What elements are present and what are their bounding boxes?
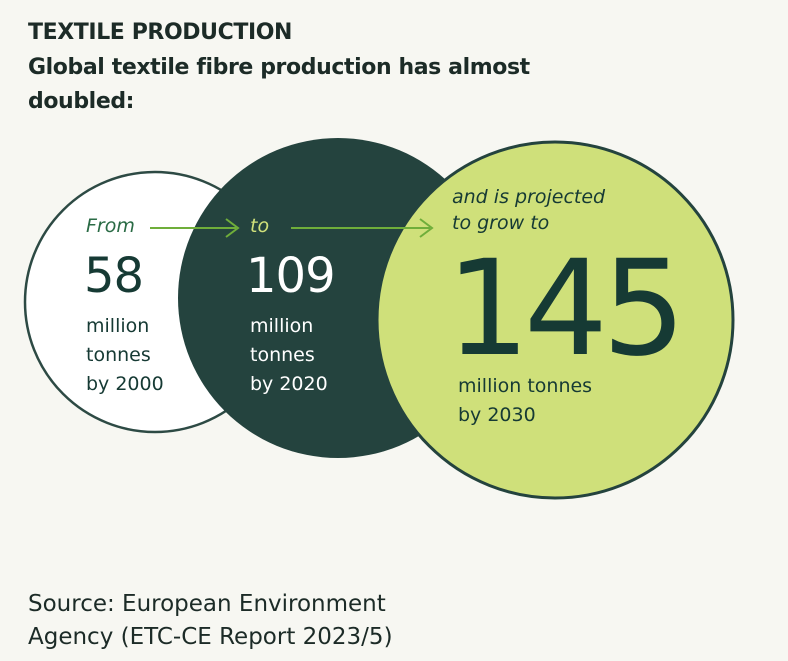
source-line: Agency (ETC-CE Report 2023/5) (28, 624, 393, 650)
unit-line: by 2030 (458, 404, 536, 426)
circle-2030 (375, 140, 735, 500)
stage-2000-value: 58 (84, 248, 144, 304)
stage-2020-lead: to (250, 215, 270, 237)
page-title: TEXTILE PRODUCTION (28, 20, 293, 45)
source-line: Source: European Environment (28, 591, 386, 617)
unit-line: million (250, 315, 314, 337)
arrow-2020-to-2030 (291, 218, 434, 238)
unit-line: million (86, 315, 150, 337)
stage-2020-unit: million tonnes by 2020 (250, 312, 328, 399)
stage-2000-lead: From (86, 215, 135, 237)
arrow-2000-to-2020 (150, 218, 240, 238)
source-note: Source: European Environment Agency (ETC… (28, 588, 393, 654)
unit-line: by 2000 (86, 373, 164, 395)
unit-line: tonnes (86, 344, 151, 366)
unit-line: million tonnes (458, 375, 593, 397)
lead-line: and is projected (452, 186, 606, 208)
stage-2030-lead: and is projected to grow to (452, 184, 605, 236)
unit-line: tonnes (250, 344, 315, 366)
lead-line: to grow to (452, 212, 550, 234)
unit-line: by 2020 (250, 373, 328, 395)
stage-2000-unit: million tonnes by 2000 (86, 312, 164, 399)
stage-2030-unit: million tonnes by 2030 (458, 372, 592, 430)
page-subtitle: Global textile fibre production has almo… (28, 55, 530, 114)
stage-2020-value: 109 (246, 248, 336, 304)
stage-2030-value: 145 (446, 232, 686, 386)
